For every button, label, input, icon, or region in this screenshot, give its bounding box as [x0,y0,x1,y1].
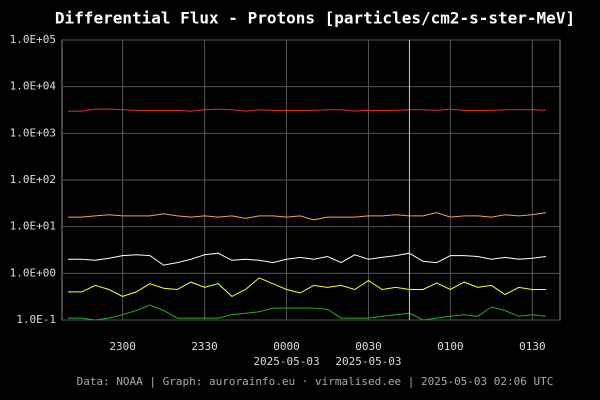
x-tick-date: 2025-05-03 [335,355,401,368]
y-tick-label: 1.0E+02 [10,173,56,186]
series-line [68,108,547,112]
y-tick-label: 1.0E+04 [10,80,57,93]
y-tick-label: 1.0E-1 [16,313,56,326]
series-line [68,212,547,221]
y-tick-label: 1.0E+00 [10,266,56,279]
y-tick-label: 1.0E+01 [10,220,56,233]
series-line [68,304,547,321]
series-line [68,277,546,298]
x-tick-date: 2025-05-03 [253,355,319,368]
y-tick-label: 1.0E+03 [10,126,56,139]
footer: Data: NOAA | Graph: aurorainfo.eu · virm… [77,375,554,388]
y-tick-label: 1.0E+05 [10,33,56,46]
chart-title: Differential Flux - Protons [particles/c… [55,9,575,28]
x-tick-label: 0100 [437,340,464,353]
x-tick-label: 0000 [273,340,300,353]
x-tick-label: 2330 [191,340,218,353]
x-tick-label: 2300 [109,340,136,353]
series-line [68,252,547,266]
x-tick-label: 0130 [519,340,546,353]
x-tick-label: 0030 [355,340,382,353]
